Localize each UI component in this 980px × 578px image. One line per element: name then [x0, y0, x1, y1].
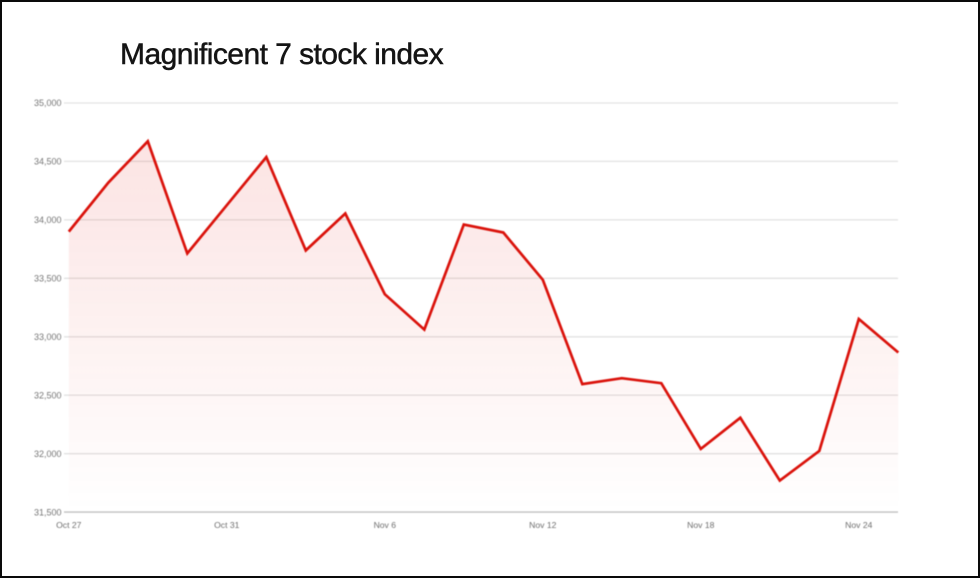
- svg-text:Oct 31: Oct 31: [214, 520, 240, 530]
- svg-text:31,500: 31,500: [34, 507, 62, 517]
- svg-text:Oct 27: Oct 27: [56, 520, 82, 530]
- svg-text:34,500: 34,500: [34, 157, 62, 167]
- svg-text:34,000: 34,000: [34, 215, 62, 225]
- svg-text:35,000: 35,000: [34, 98, 62, 108]
- svg-text:Nov 18: Nov 18: [687, 520, 714, 530]
- svg-text:33,500: 33,500: [34, 274, 62, 284]
- svg-text:33,000: 33,000: [34, 332, 62, 342]
- svg-text:Nov 24: Nov 24: [845, 520, 872, 530]
- svg-text:Nov 6: Nov 6: [374, 520, 397, 530]
- svg-text:32,000: 32,000: [34, 449, 62, 459]
- svg-text:Nov 12: Nov 12: [529, 520, 556, 530]
- svg-text:32,500: 32,500: [34, 390, 62, 400]
